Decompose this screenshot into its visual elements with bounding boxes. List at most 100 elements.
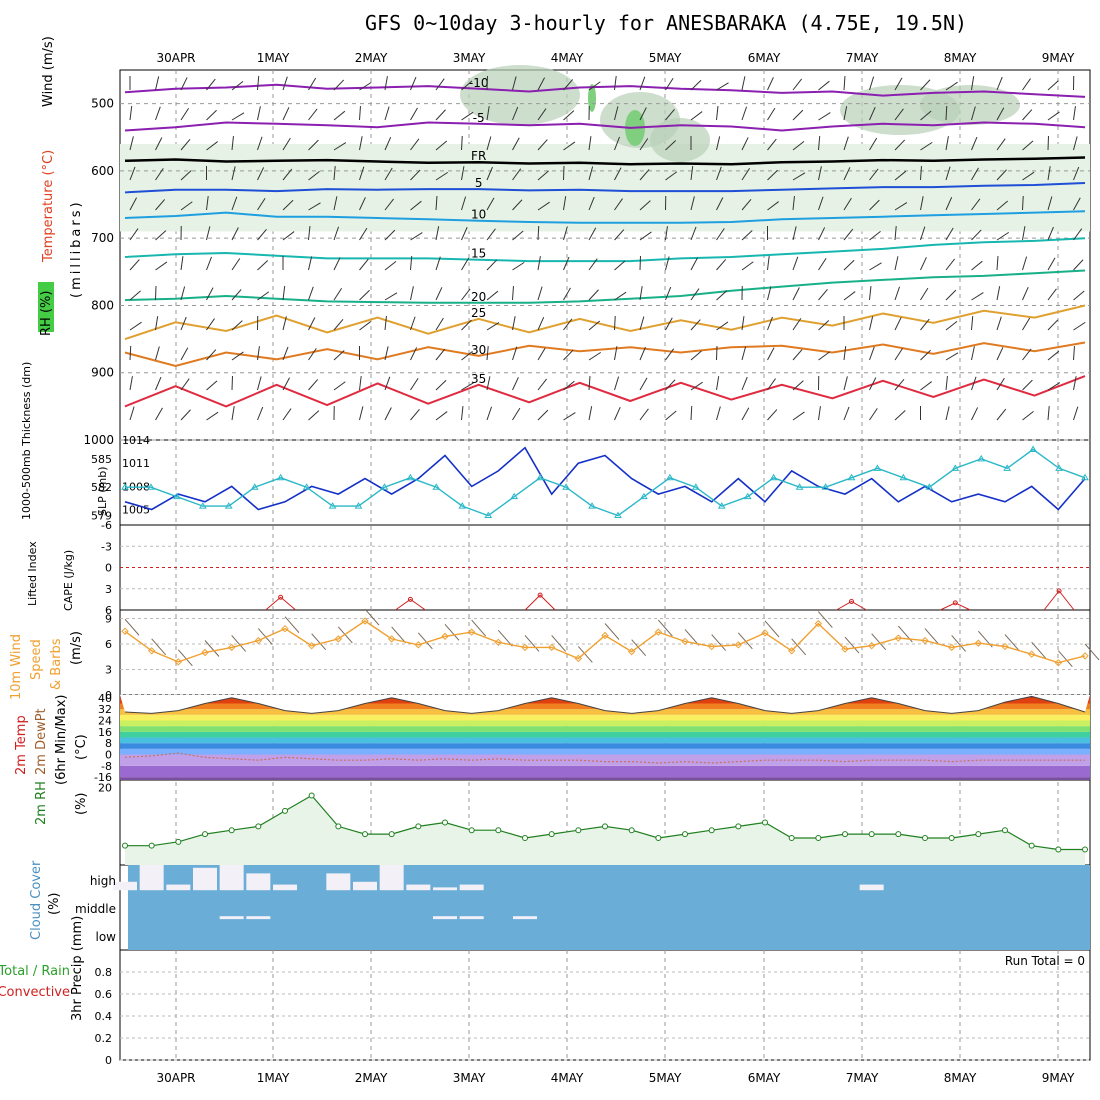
cloud-gap-high	[326, 873, 351, 891]
wind-barb	[1022, 226, 1026, 241]
wind-barb-10m	[951, 635, 967, 652]
thickness-point	[432, 483, 441, 490]
temp-mask	[120, 695, 1090, 714]
wind-point	[1027, 650, 1036, 658]
wind-barb	[435, 78, 445, 91]
wind-barb	[767, 409, 778, 421]
wind-barb	[435, 195, 438, 211]
wind-barb	[308, 226, 311, 241]
wind-barb	[920, 165, 922, 181]
rh2m-point	[628, 827, 635, 834]
wind-barb	[614, 229, 625, 241]
wind-point	[947, 643, 956, 652]
thickness-point	[458, 502, 467, 509]
wind-barb	[920, 257, 927, 271]
wind-barb	[971, 407, 979, 421]
temp-tick: 0	[105, 749, 112, 762]
wind-barb	[894, 410, 906, 421]
ylabel-2mtemp: 2m Temp	[14, 715, 29, 775]
wind-barb	[359, 227, 368, 241]
wind-barb-10m	[497, 629, 513, 647]
rh2m-point	[148, 842, 155, 849]
wind-barb	[333, 381, 346, 391]
wind-barb	[461, 288, 471, 301]
wind-point	[1054, 658, 1063, 667]
wind-barb	[920, 110, 932, 121]
wind-barb	[333, 318, 344, 331]
wind-barb-10m	[1084, 643, 1100, 661]
wind-barb	[588, 166, 594, 181]
ylabel-wind10m: 10m Wind	[9, 634, 24, 700]
wind-barb	[257, 228, 267, 241]
wind-barb	[945, 136, 949, 151]
wind-barb	[435, 109, 446, 121]
wind-barb	[614, 260, 626, 271]
wind-barb	[996, 76, 1003, 91]
wind-barb	[282, 168, 293, 181]
wind-barb	[359, 197, 366, 211]
thickness-point	[510, 492, 519, 500]
wind-barb	[894, 139, 906, 151]
precip-tick: 0.2	[95, 1032, 113, 1045]
lifted-tick: 0	[105, 562, 112, 575]
wind-barb	[741, 316, 745, 331]
wind-barb	[741, 167, 751, 181]
wind-barb	[257, 346, 260, 361]
rh-shade-blob	[460, 65, 580, 125]
wind-barb	[257, 76, 260, 91]
ylabel-ms: (m/s)	[69, 631, 84, 665]
wind-barb	[1073, 106, 1076, 121]
wind-barb	[359, 136, 363, 151]
wind-barb	[741, 407, 750, 421]
wind-point	[841, 645, 849, 653]
temp-contour-35	[124, 375, 1086, 408]
wind-barb	[206, 411, 219, 421]
wind-barb	[920, 287, 929, 301]
wind-barb	[588, 320, 601, 331]
rh2m-point	[922, 834, 928, 841]
thickness-point	[1081, 473, 1089, 481]
wind-barb	[971, 136, 978, 151]
thickness-point	[769, 473, 778, 481]
ylabel-dewpt: 2m DewPt	[34, 708, 49, 775]
wind-barb	[282, 231, 295, 241]
wind-barb-10m	[817, 611, 833, 628]
wind-barb	[1047, 382, 1061, 391]
rh2m-point	[842, 831, 848, 838]
wind-barb	[869, 76, 875, 91]
wind-barb	[129, 345, 132, 361]
wind-point	[334, 635, 343, 643]
wind-barb	[843, 406, 850, 421]
wind-barb	[1047, 226, 1054, 241]
wind-barb	[486, 136, 492, 151]
wind-barb	[894, 226, 897, 241]
cloud-gap-high	[113, 881, 137, 891]
thickness-point	[614, 511, 622, 519]
rh-legend-swatch	[38, 282, 54, 332]
wind-barb	[537, 317, 545, 331]
wind-barb	[384, 229, 396, 241]
wind-point	[601, 631, 609, 640]
rh2m-point	[468, 827, 475, 834]
rh2m-point	[762, 819, 768, 826]
wind-barb	[231, 406, 235, 421]
wind-barb	[333, 142, 347, 151]
wind-barb	[129, 376, 133, 391]
wind-barb-10m	[231, 635, 247, 652]
wind-barb	[894, 378, 905, 391]
wind-barb-10m	[444, 624, 460, 641]
wind-barb	[563, 196, 567, 211]
wind-barb	[588, 289, 599, 301]
wind-barb	[614, 76, 617, 91]
wind-barb	[639, 316, 645, 331]
wind-barb	[588, 258, 598, 271]
wind-barb	[384, 198, 395, 211]
temp-color-band	[120, 748, 1090, 755]
wind-barb	[690, 226, 697, 241]
lifted-peak	[524, 594, 556, 611]
wind-barb	[257, 260, 269, 271]
temp-tick: 16	[98, 726, 112, 739]
temp-tick: -8	[101, 760, 112, 773]
wind-barb	[639, 408, 649, 421]
rh2m-point	[522, 834, 528, 841]
